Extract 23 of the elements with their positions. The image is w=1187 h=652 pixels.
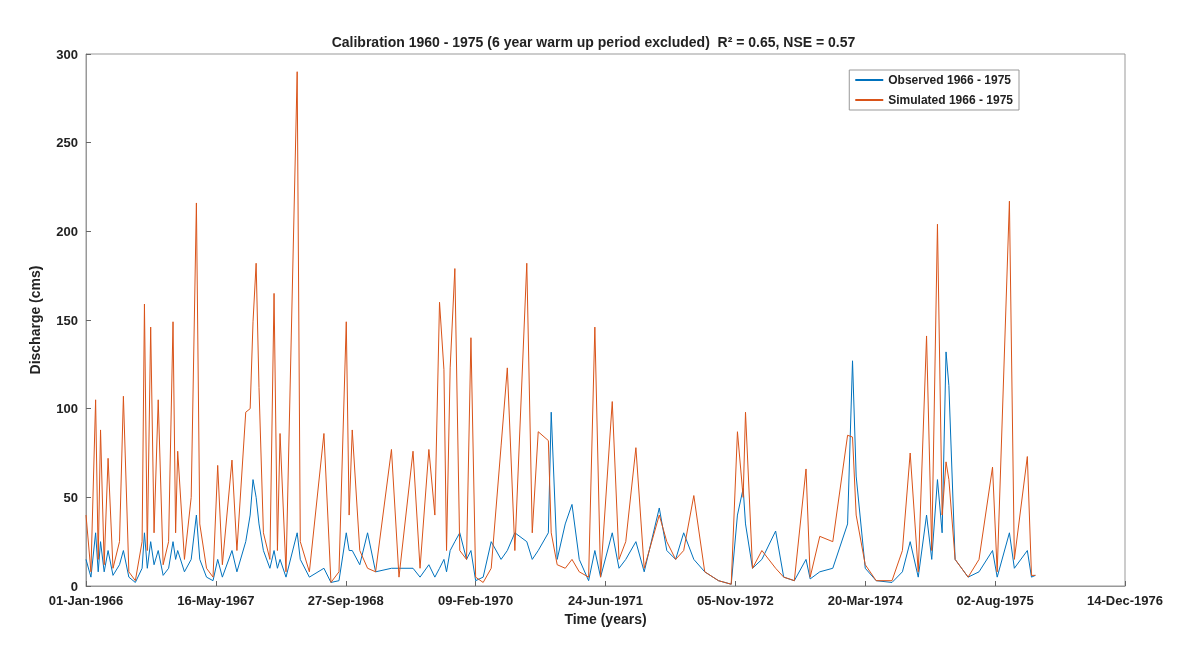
x-tick-label: 14-Dec-1976 [1087, 593, 1163, 608]
y-tick-label: 250 [56, 135, 78, 151]
y-tick-label: 50 [63, 489, 78, 505]
x-axis-title: Time (years) [564, 611, 647, 627]
x-tick-label: 05-Nov-1972 [697, 593, 774, 608]
x-tick-label: 09-Feb-1970 [438, 593, 514, 608]
x-tick-label: 01-Jan-1966 [48, 593, 124, 608]
y-tick-label: 150 [56, 312, 78, 328]
line-series [85, 71, 1036, 585]
x-tick-label: 27-Sep-1968 [307, 593, 384, 608]
x-tick-label: 20-Mar-1974 [827, 593, 904, 608]
y-tick-label: 300 [56, 46, 78, 62]
y-tick-label: 200 [56, 223, 78, 239]
x-tick-label: 24-Jun-1971 [567, 593, 644, 608]
line-series [85, 351, 1036, 585]
legend-label: Simulated 1966 - 1975 [888, 93, 1014, 107]
chart-title: Calibration 1960 - 1975 (6 year warm up period excluded) R² = 0.65, NSE = 0.57 [331, 34, 856, 50]
y-tick-label: 0 [70, 578, 78, 594]
y-axis-title: Discharge (cms) [27, 265, 43, 375]
legend-label: Observed 1966 - 1975 [888, 73, 1012, 87]
x-tick-label: 02-Aug-1975 [956, 593, 1034, 608]
y-tick-label: 100 [56, 401, 78, 417]
x-tick-label: 16-May-1967 [177, 593, 255, 608]
